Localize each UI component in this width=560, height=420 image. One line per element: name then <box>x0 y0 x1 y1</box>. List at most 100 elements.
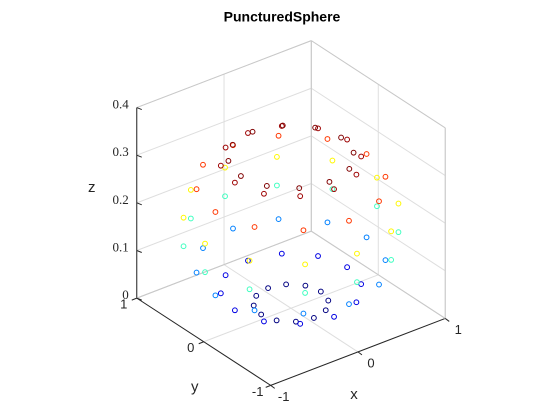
z-axis-label: z <box>88 179 96 196</box>
point <box>311 315 317 321</box>
grid-line <box>311 183 446 272</box>
point <box>250 302 257 309</box>
point <box>296 185 303 191</box>
point <box>300 227 307 234</box>
point <box>338 134 344 141</box>
point <box>251 224 258 230</box>
point <box>353 171 360 178</box>
point <box>302 282 309 289</box>
tick-mark <box>444 318 450 322</box>
tick-mark <box>136 202 142 206</box>
point <box>302 290 308 296</box>
z-tick-label: 0.4 <box>113 97 130 112</box>
point <box>180 243 187 250</box>
point <box>273 317 280 324</box>
point <box>265 285 271 292</box>
tick-mark <box>136 107 142 111</box>
point <box>358 153 365 160</box>
box-edge <box>136 40 312 109</box>
tick-mark <box>136 250 142 253</box>
point <box>251 307 258 314</box>
x-tick-label: -1 <box>278 389 290 404</box>
point <box>324 219 331 226</box>
point <box>324 136 331 142</box>
point <box>312 124 319 131</box>
point <box>315 125 321 132</box>
grid-line <box>311 87 446 176</box>
point <box>193 269 200 276</box>
z-tick-label: 0.3 <box>113 144 129 159</box>
point <box>249 128 256 135</box>
point <box>382 257 389 264</box>
point <box>363 151 370 157</box>
point <box>231 179 238 186</box>
x-tick-label: 0 <box>367 355 374 370</box>
point <box>212 292 219 299</box>
point <box>222 272 229 279</box>
tick-mark <box>198 341 204 345</box>
point <box>344 136 351 143</box>
point <box>374 203 380 210</box>
point <box>261 318 267 325</box>
point <box>274 182 280 189</box>
point <box>180 214 187 221</box>
point <box>278 250 285 257</box>
point <box>246 286 253 293</box>
tick-mark <box>136 297 142 301</box>
point <box>230 225 236 232</box>
tick-mark <box>136 154 142 158</box>
point <box>217 290 224 297</box>
point <box>212 209 219 215</box>
point <box>258 311 265 318</box>
point <box>263 183 270 189</box>
point <box>353 299 360 306</box>
point <box>388 228 395 235</box>
point <box>245 130 251 136</box>
point <box>297 193 304 200</box>
tick-mark <box>265 384 271 388</box>
point <box>329 157 336 164</box>
y-tick-label: 0 <box>187 340 194 355</box>
point <box>376 281 382 288</box>
point <box>229 141 236 148</box>
point <box>346 165 353 172</box>
chart-title: PuncturedSphere <box>224 9 341 25</box>
point <box>225 158 232 164</box>
point <box>202 240 208 247</box>
box-edge <box>311 230 446 319</box>
point <box>302 261 308 268</box>
grid-line <box>203 274 379 343</box>
point <box>315 253 321 259</box>
x-axis-label: x <box>350 386 358 403</box>
point <box>346 217 352 224</box>
point <box>388 257 395 263</box>
point <box>261 190 267 197</box>
point <box>326 178 333 185</box>
point <box>344 264 351 271</box>
point <box>200 245 206 252</box>
tick-mark <box>357 351 363 356</box>
point <box>331 186 337 193</box>
point <box>187 187 194 193</box>
point <box>354 250 360 257</box>
x-tick-label: 1 <box>455 322 462 337</box>
point <box>279 122 286 129</box>
point <box>253 292 260 299</box>
y-tick-label: -1 <box>252 384 264 399</box>
point <box>297 320 304 327</box>
point <box>331 313 337 320</box>
y-axis-label: y <box>191 379 199 396</box>
tick-mark <box>270 384 275 389</box>
axis-line <box>136 297 271 386</box>
point <box>374 174 380 181</box>
point <box>274 153 280 160</box>
box-edge <box>311 40 446 129</box>
z-tick-label: 0.2 <box>113 192 129 207</box>
y-tick-label: 1 <box>120 297 127 312</box>
z-tick-label: 0.1 <box>113 239 129 254</box>
point <box>300 310 307 317</box>
point <box>395 229 402 236</box>
tick-mark <box>131 297 137 301</box>
